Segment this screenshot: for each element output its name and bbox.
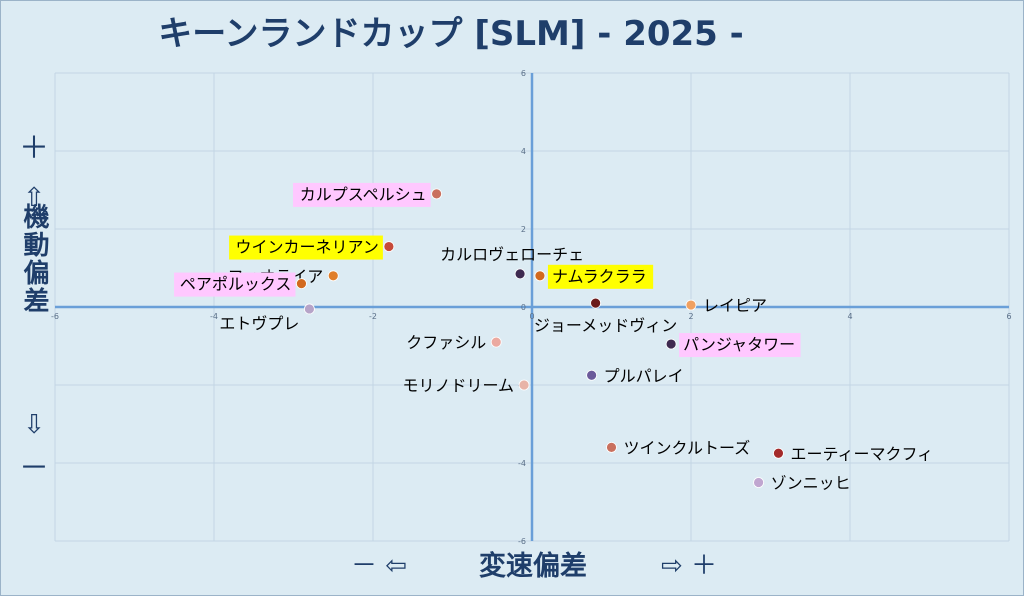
data-point: ゾンニッヒ bbox=[753, 474, 851, 493]
data-point: ペアポルックス bbox=[174, 272, 307, 297]
point-marker bbox=[303, 303, 315, 315]
x-tick-label: -6 bbox=[51, 312, 59, 321]
point-marker bbox=[590, 297, 601, 309]
y-tick-label: 2 bbox=[521, 225, 526, 234]
point-marker bbox=[685, 299, 697, 311]
point-marker bbox=[665, 338, 677, 350]
point-marker bbox=[296, 278, 307, 290]
data-point: カルプスペルシュ bbox=[293, 182, 443, 207]
point-marker bbox=[753, 477, 764, 488]
data-point: プルパレイ bbox=[586, 366, 684, 385]
data-point: ウインカーネリアン bbox=[229, 235, 395, 260]
label-highlight bbox=[174, 272, 296, 297]
y-pos-arrow-mark: ⇧ bbox=[23, 183, 45, 213]
point-marker bbox=[586, 369, 598, 381]
data-point: ジョーメッドヴィン bbox=[534, 297, 677, 335]
point-label: レイピア bbox=[703, 296, 767, 315]
point-label: モリノドリーム bbox=[403, 376, 515, 395]
chart-title: キーンランドカップ [SLM] - 2025 - bbox=[158, 14, 744, 54]
point-label: クファシル bbox=[406, 333, 486, 352]
point-label: カルプスペルシュ bbox=[300, 185, 427, 204]
point-marker bbox=[383, 241, 395, 252]
point-label: ペアポルックス bbox=[180, 275, 292, 294]
data-point: レイピア bbox=[685, 296, 767, 315]
y-pos-plus-mark: ＋ bbox=[19, 131, 49, 166]
point-label: ジョーメッドヴィン bbox=[534, 316, 677, 335]
point-marker bbox=[514, 268, 526, 280]
point-label: エトヴプレ bbox=[219, 314, 299, 333]
data-point: ツインクルトーズ bbox=[606, 438, 751, 457]
point-marker bbox=[518, 379, 530, 391]
data-point: ナムラクララ bbox=[534, 264, 654, 289]
point-marker bbox=[431, 188, 443, 200]
x-pos-marks: ⇨ ＋ bbox=[661, 551, 717, 581]
y-tick-label: -4 bbox=[518, 459, 526, 468]
data-point: エトヴプレ bbox=[219, 303, 315, 333]
x-axis-label: 変速偏差 bbox=[479, 550, 587, 582]
x-tick-label: -4 bbox=[210, 312, 218, 321]
x-tick-label: 4 bbox=[847, 312, 852, 321]
axes bbox=[55, 73, 1009, 541]
data-points: カルプスペルシュウインカーネリアンフィオライアペアポルックスエトヴプレカルロヴェ… bbox=[174, 182, 933, 493]
y-tick-label: 6 bbox=[521, 69, 526, 78]
point-label: ゾンニッヒ bbox=[771, 474, 851, 493]
label-highlight bbox=[679, 333, 801, 358]
point-label: パンジャタワー bbox=[683, 335, 795, 354]
label-highlight bbox=[229, 235, 383, 260]
data-point: クファシル bbox=[406, 333, 502, 352]
label-highlight bbox=[547, 264, 654, 289]
point-marker bbox=[606, 441, 617, 453]
y-neg-arrow-mark: ⇩ bbox=[23, 410, 45, 440]
x-tick-label: 6 bbox=[1006, 312, 1011, 321]
x-tick-label: 2 bbox=[688, 312, 693, 321]
y-neg-minus-mark: － bbox=[19, 451, 49, 486]
y-axis-label: 機動偏差 bbox=[19, 203, 49, 315]
x-tick-label: 0 bbox=[529, 312, 534, 321]
point-label: ウインカーネリアン bbox=[236, 238, 379, 257]
data-point: パンジャタワー bbox=[665, 333, 801, 358]
data-point: モリノドリーム bbox=[403, 376, 530, 395]
x-neg-marks: － ⇦ bbox=[351, 551, 407, 581]
point-marker bbox=[773, 447, 784, 459]
point-marker bbox=[490, 336, 502, 348]
data-point: エーティーマクフィ bbox=[773, 444, 933, 463]
y-tick-label: 0 bbox=[521, 303, 526, 312]
point-marker bbox=[327, 270, 339, 282]
point-label: カルロヴェローチェ bbox=[440, 245, 584, 264]
data-point: カルロヴェローチェ bbox=[440, 245, 584, 280]
label-highlight bbox=[293, 182, 431, 207]
point-label: エーティーマクフィ bbox=[790, 444, 933, 463]
point-label: ナムラクララ bbox=[552, 267, 647, 286]
point-marker bbox=[534, 270, 546, 282]
y-tick-label: -6 bbox=[518, 537, 526, 546]
point-label: プルパレイ bbox=[604, 366, 684, 385]
point-label: ツインクルトーズ bbox=[624, 438, 751, 457]
y-tick-label: 4 bbox=[521, 147, 526, 156]
x-tick-label: -2 bbox=[369, 312, 377, 321]
